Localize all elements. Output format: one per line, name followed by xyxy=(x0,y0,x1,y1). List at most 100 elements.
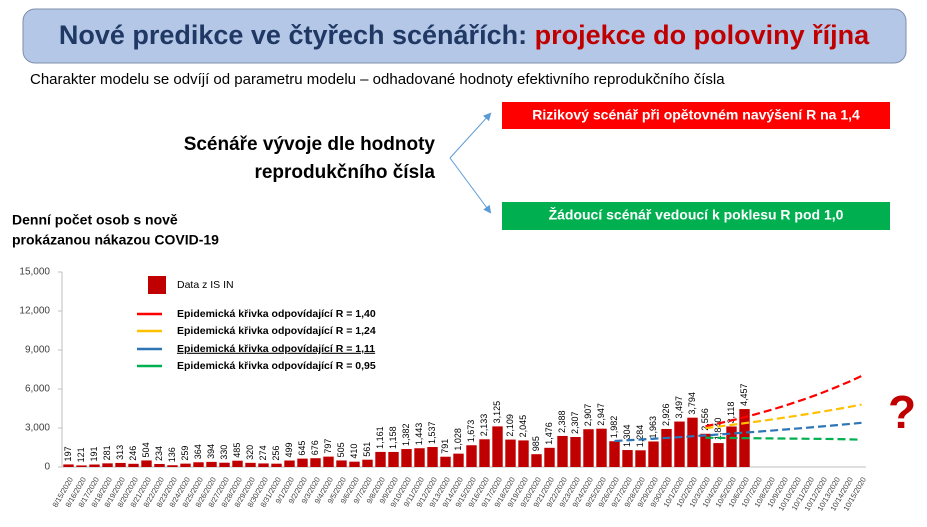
bar xyxy=(323,456,334,467)
forecast-line xyxy=(705,436,862,441)
bar xyxy=(89,464,100,467)
value-label: 1,982 xyxy=(609,416,619,439)
bar xyxy=(388,451,399,467)
question-mark: ? xyxy=(888,386,916,438)
value-label: 499 xyxy=(284,442,294,457)
bar xyxy=(180,463,191,467)
bar xyxy=(128,463,139,467)
bar xyxy=(375,451,386,467)
value-label: 1,443 xyxy=(414,423,424,446)
value-label: 246 xyxy=(128,446,138,461)
bar xyxy=(310,458,321,467)
value-label: 2,556 xyxy=(700,408,710,431)
value-label: 256 xyxy=(271,446,281,461)
bar xyxy=(76,465,87,467)
scenario-label: Scénáře vývoje dle hodnoty xyxy=(184,134,436,155)
bar xyxy=(505,439,516,467)
bar xyxy=(466,445,477,467)
bar xyxy=(102,463,113,467)
value-label: 1,158 xyxy=(388,426,398,449)
bar xyxy=(232,460,243,467)
value-label: 645 xyxy=(297,441,307,456)
value-label: 2,307 xyxy=(570,411,580,434)
bar xyxy=(349,461,360,467)
legend-label: Epidemická křivka odpovídající R = 1,11 xyxy=(177,343,375,355)
bar xyxy=(362,459,373,467)
value-label: 2,133 xyxy=(479,414,489,437)
legend-label: Epidemická křivka odpovídající R = 1,24 xyxy=(177,325,376,337)
value-label: 1,537 xyxy=(427,421,437,444)
bar xyxy=(570,437,581,467)
bar xyxy=(453,453,464,467)
subtitle: Charakter modelu se odvíjí od parametru … xyxy=(30,71,725,88)
legend-swatch xyxy=(148,276,166,294)
chart-title: prokázanou nákazou COVID-19 xyxy=(12,232,219,248)
bar xyxy=(63,464,74,467)
value-label: 676 xyxy=(310,440,320,455)
value-label: 791 xyxy=(440,439,450,454)
forecast-line xyxy=(705,403,862,430)
value-label: 485 xyxy=(232,443,242,458)
value-label: 1,840 xyxy=(713,418,723,441)
bar xyxy=(479,439,490,467)
bar xyxy=(544,447,555,467)
bar xyxy=(557,435,568,467)
value-label: 2,388 xyxy=(557,410,567,433)
value-label: 1,963 xyxy=(648,416,658,439)
bar xyxy=(700,433,711,467)
scenario-label: reprodukčního čísla xyxy=(254,162,435,183)
value-label: 1,028 xyxy=(453,428,463,451)
green-box-text: Žádoucí scénář vedoucí k poklesu R pod 1… xyxy=(549,206,844,223)
bar xyxy=(206,461,217,467)
y-tick-label: 12,000 xyxy=(19,306,50,317)
bar xyxy=(336,460,347,467)
bar xyxy=(661,428,672,467)
bar xyxy=(193,462,204,467)
value-label: 394 xyxy=(206,444,216,459)
bar xyxy=(219,462,230,467)
bar xyxy=(674,421,685,467)
bar xyxy=(284,460,295,467)
bar xyxy=(427,447,438,467)
value-label: 504 xyxy=(141,442,151,457)
y-tick-label: 0 xyxy=(44,462,50,473)
y-tick-label: 9,000 xyxy=(25,345,50,356)
forecast-line xyxy=(705,375,862,428)
arrow xyxy=(449,157,492,214)
y-tick-label: 3,000 xyxy=(25,423,50,434)
value-label: 3,125 xyxy=(492,401,502,424)
slide-title: Nové predikce ve čtyřech scénářích: proj… xyxy=(59,20,870,50)
value-label: 313 xyxy=(115,445,125,460)
value-label: 330 xyxy=(219,445,229,460)
value-label: 3,497 xyxy=(674,396,684,419)
value-label: 1,304 xyxy=(622,425,632,448)
value-label: 3,794 xyxy=(687,392,697,415)
bar xyxy=(583,429,594,467)
bar xyxy=(245,462,256,467)
green-box xyxy=(502,202,890,230)
value-label: 234 xyxy=(154,446,164,461)
bar xyxy=(401,449,412,467)
forecast-line xyxy=(614,421,862,443)
value-label: 364 xyxy=(193,444,203,459)
value-label: 505 xyxy=(336,442,346,457)
legend-label: Epidemická křivka odpovídající R = 1,40 xyxy=(177,308,376,320)
value-label: 1,476 xyxy=(544,422,554,445)
value-label: 797 xyxy=(323,439,333,454)
bar xyxy=(414,448,425,467)
value-label: 561 xyxy=(362,442,372,457)
value-label: 136 xyxy=(167,447,177,462)
bar xyxy=(154,463,165,467)
bar xyxy=(531,454,542,467)
red-box xyxy=(502,102,890,129)
value-label: 121 xyxy=(76,447,86,462)
value-label: 1,382 xyxy=(401,424,411,447)
y-tick-label: 6,000 xyxy=(25,384,50,395)
bar xyxy=(726,426,737,467)
value-label: 274 xyxy=(258,445,268,460)
bar xyxy=(596,428,607,467)
value-label: 1,284 xyxy=(635,425,645,448)
red-box-text: Rizikový scénář při opětovném navýšení R… xyxy=(532,107,860,123)
value-label: 320 xyxy=(245,445,255,460)
